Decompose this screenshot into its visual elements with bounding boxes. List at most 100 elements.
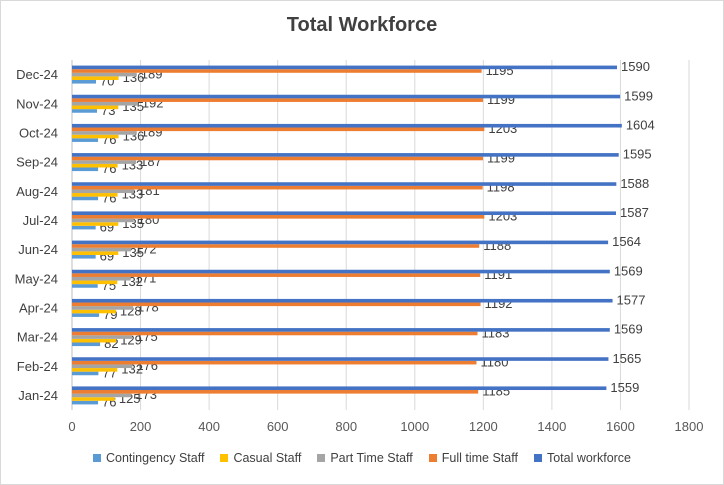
bar — [72, 386, 607, 391]
x-tick-label: 400 — [198, 419, 220, 434]
data-label: 1183 — [482, 325, 510, 340]
bar — [72, 368, 118, 372]
x-tick-label: 200 — [130, 419, 152, 434]
bar — [72, 400, 99, 405]
data-label: 1195 — [486, 63, 514, 78]
legend-label: Full time Staff — [441, 451, 518, 465]
bar — [72, 280, 118, 285]
data-label: 1198 — [487, 179, 515, 194]
data-label: 1559 — [610, 380, 639, 395]
bar — [72, 313, 100, 317]
x-tick-label: 1600 — [606, 419, 635, 434]
bar — [72, 163, 118, 168]
bar — [72, 328, 610, 332]
bar — [72, 335, 132, 339]
bar — [72, 222, 119, 226]
legend-label: Casual Staff — [233, 451, 302, 465]
x-tick-label: 1200 — [469, 419, 498, 434]
data-label: 1569 — [614, 263, 643, 278]
bar — [72, 79, 96, 84]
category-label: Oct-24 — [19, 125, 58, 140]
category-label: May-24 — [15, 271, 58, 286]
category-label: Jun-24 — [18, 242, 58, 257]
bar — [72, 196, 99, 201]
data-label: 1604 — [626, 118, 655, 133]
bar — [72, 371, 99, 376]
legend-swatch — [92, 454, 101, 462]
legend-swatch — [220, 454, 229, 462]
category-label: Apr-24 — [19, 300, 58, 315]
legend-item: Total workforce — [533, 451, 632, 465]
data-label: 1564 — [612, 234, 641, 249]
legend-label: Part Time Staff — [330, 451, 413, 465]
legend-swatch — [533, 454, 542, 462]
category-label: Sep-24 — [16, 155, 58, 170]
bar — [72, 211, 616, 216]
category-label: Feb-24 — [17, 359, 58, 374]
x-tick-label: 0 — [68, 419, 75, 434]
data-label: 1199 — [487, 150, 515, 165]
data-label: 1569 — [614, 322, 643, 337]
x-tick-label: 1000 — [400, 419, 429, 434]
bar — [72, 269, 610, 274]
bar — [72, 390, 479, 394]
bar — [72, 393, 132, 398]
data-label: 1185 — [482, 384, 510, 399]
bar — [72, 65, 618, 70]
bar — [72, 182, 617, 186]
data-label: 1587 — [620, 205, 649, 220]
bar — [72, 397, 115, 401]
data-label: 1595 — [623, 147, 652, 162]
bar — [72, 338, 117, 343]
bar — [72, 123, 622, 128]
chart-title: Total Workforce — [286, 14, 438, 36]
bar — [72, 105, 119, 110]
bar — [72, 69, 482, 73]
bar — [72, 240, 609, 245]
legend-label: Contingency Staff — [105, 451, 205, 465]
bar — [72, 342, 101, 347]
legend-swatch — [428, 454, 437, 462]
bar — [72, 76, 119, 80]
bar — [72, 357, 609, 361]
data-label: 1565 — [612, 351, 641, 366]
data-label: 1577 — [617, 293, 646, 308]
data-label: 1599 — [624, 88, 653, 103]
bar — [72, 167, 99, 172]
data-label: 1188 — [483, 238, 511, 253]
bar — [72, 254, 96, 259]
bar — [72, 247, 131, 252]
bar — [72, 244, 480, 248]
data-label: 1192 — [485, 296, 513, 311]
data-label: 1203 — [488, 121, 517, 136]
category-label: Aug-24 — [16, 184, 58, 199]
legend-item: Full time Staff — [428, 451, 518, 465]
bar — [72, 215, 485, 219]
bar — [72, 98, 483, 102]
x-tick-label: 1800 — [675, 419, 704, 434]
bar — [72, 94, 621, 99]
bar — [72, 302, 481, 307]
bar — [72, 101, 138, 106]
bar — [72, 276, 131, 281]
bar — [72, 156, 483, 161]
legend-label: Total workforce — [546, 451, 632, 465]
bar — [72, 72, 137, 77]
legend-item: Part Time Staff — [317, 451, 413, 465]
bar — [72, 127, 485, 132]
bar — [72, 364, 133, 369]
x-tick-label: 600 — [267, 419, 289, 434]
bar — [72, 309, 116, 314]
bar — [72, 189, 135, 194]
bar — [72, 306, 134, 310]
category-label: Dec-24 — [16, 67, 58, 82]
bar — [72, 225, 96, 230]
x-tick-label: 1400 — [537, 419, 566, 434]
bar — [72, 131, 137, 135]
bar — [72, 185, 483, 190]
x-tick-label: 800 — [335, 419, 357, 434]
data-label: 1588 — [620, 176, 649, 191]
data-label: 1191 — [484, 267, 512, 282]
bar — [72, 153, 619, 157]
